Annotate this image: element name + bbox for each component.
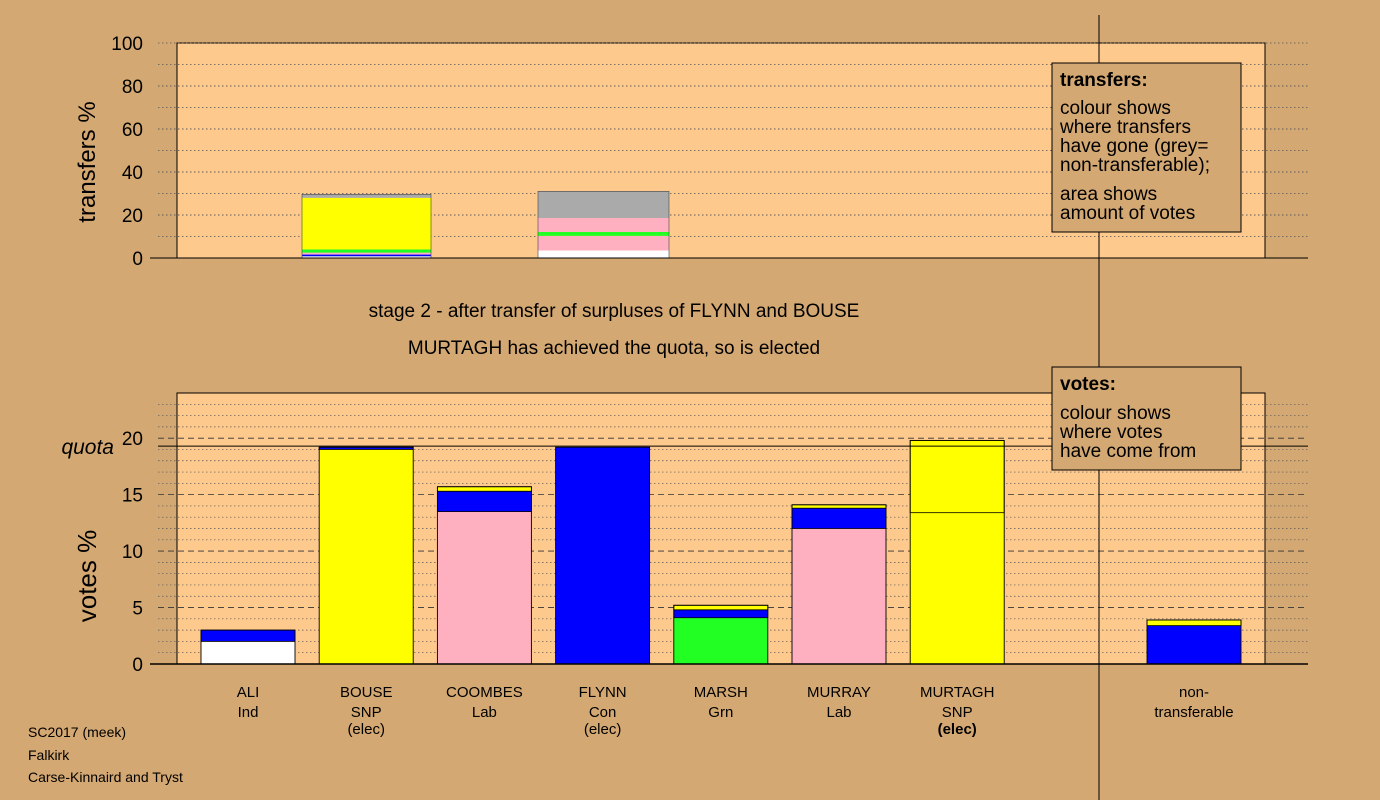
candidate-status-label: (elec): [347, 721, 385, 738]
footer-election: SC2017 (meek): [28, 724, 126, 740]
candidate-labels: ALIIndBOUSESNP(elec)COOMBESLabFLYNNCon(e…: [237, 684, 1234, 738]
transfer-bar-segment: [538, 191, 669, 219]
vote-bar-segment: [1147, 625, 1241, 664]
votes-bars: [200, 439, 1242, 665]
transfers-legend-line: amount of votes: [1060, 203, 1195, 224]
candidate-status-label: (elec): [584, 721, 622, 738]
votes-legend-line: colour shows: [1060, 403, 1171, 424]
elected-caption: MURTAGH has achieved the quota, so is el…: [408, 338, 820, 359]
y-tick-label: 0: [132, 655, 143, 676]
vote-bar-segment: [555, 447, 650, 664]
vote-bar-segment: [673, 609, 769, 619]
transfer-bar-segment: [538, 235, 669, 251]
candidate-party-label: SNP: [942, 704, 973, 721]
candidate-name-label: COOMBES: [446, 684, 523, 701]
votes-legend-title: votes:: [1060, 374, 1116, 395]
y-tick-label: 5: [132, 599, 143, 620]
candidate-name-label: MARSH: [694, 684, 748, 701]
candidate-party-label: SNP: [351, 704, 382, 721]
votes-legend-line: have come from: [1060, 441, 1196, 462]
y-tick-label: 80: [122, 77, 143, 98]
transfer-bar-segment: [302, 256, 431, 258]
candidate-name-label: ALI: [237, 684, 260, 701]
candidate-party-label: transferable: [1154, 704, 1233, 721]
transfers-legend-line: colour shows: [1060, 98, 1171, 119]
transfers-y-ticks: 0 20 40 60 80 100: [111, 34, 143, 270]
vote-bar-segment: [792, 528, 886, 664]
candidate-party-label: Ind: [238, 704, 259, 721]
vote-bar-segment: [437, 511, 532, 664]
votes-y-ticks: 0 5 10 15 20: [122, 429, 143, 676]
transfers-legend-line: where transfers: [1059, 117, 1191, 138]
y-tick-label: 20: [122, 206, 143, 227]
candidate-name-label: MURRAY: [807, 684, 871, 701]
candidate-party-label: Con: [589, 704, 617, 721]
stage-caption: stage 2 - after transfer of surpluses of…: [369, 301, 860, 322]
candidate-name-label: MURTAGH: [920, 684, 994, 701]
candidate-party-label: Grn: [708, 704, 733, 721]
vote-bar-segment: [436, 486, 532, 492]
vote-bar-segment: [673, 617, 768, 664]
transfers-y-axis-label: transfers %: [74, 101, 101, 222]
y-tick-label: 60: [122, 120, 143, 141]
y-tick-label: 15: [122, 486, 143, 507]
vote-bar-segment: [200, 629, 296, 642]
candidate-party-label: Lab: [826, 704, 851, 721]
candidate-name-label: FLYNN: [579, 684, 627, 701]
y-tick-label: 20: [122, 429, 143, 450]
transfer-bar-segment: [302, 252, 431, 255]
candidate-status-label: (elec): [938, 721, 977, 738]
candidate-party-label: Lab: [472, 704, 497, 721]
transfers-legend-line: non-transferable);: [1060, 155, 1210, 176]
vote-bar-segment: [909, 440, 1005, 514]
vote-bar-segment: [436, 490, 532, 512]
y-tick-label: 0: [132, 249, 143, 270]
transfer-bar-segment: [302, 254, 431, 257]
vote-bar-segment: [910, 512, 1005, 664]
transfer-bar-segment: [538, 231, 669, 236]
transfer-bar-segment: [302, 197, 431, 250]
vote-bar-segment: [201, 641, 295, 664]
footer-council: Falkirk: [28, 747, 70, 763]
quota-label: quota: [61, 436, 114, 459]
footer-ward: Carse-Kinnaird and Tryst: [28, 769, 183, 785]
candidate-name-label: non-: [1179, 684, 1209, 701]
votes-legend-box: votes: colour shows where votes have com…: [1051, 366, 1242, 471]
transfers-legend-title: transfers:: [1060, 70, 1148, 91]
y-tick-label: 100: [111, 34, 143, 55]
transfers-legend-box: transfers: colour shows where transfers …: [1051, 62, 1242, 233]
votes-legend-line: where votes: [1059, 422, 1162, 443]
vote-bar-segment: [791, 504, 887, 509]
transfer-bar-segment: [302, 249, 431, 253]
votes-y-axis-label: votes %: [72, 530, 102, 623]
vote-bar-segment: [319, 449, 414, 664]
transfer-bar-segment: [538, 218, 669, 232]
transfers-legend-line: have gone (grey=: [1060, 136, 1208, 157]
y-tick-label: 40: [122, 163, 143, 184]
vote-bar-segment: [791, 507, 887, 529]
transfers-bars: [301, 191, 670, 259]
transfers-legend-line: area shows: [1060, 184, 1157, 205]
y-tick-label: 10: [122, 542, 143, 563]
vote-bar-segment: [673, 604, 769, 611]
vote-bar-segment: [1146, 619, 1242, 627]
candidate-name-label: BOUSE: [340, 684, 393, 701]
transfer-bar-segment: [538, 250, 669, 258]
transfer-bar-segment: [302, 194, 431, 198]
